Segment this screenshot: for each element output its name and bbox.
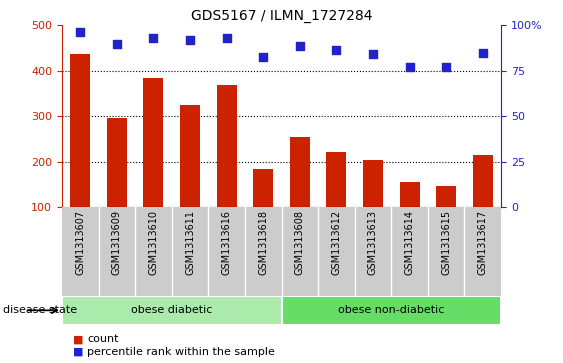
Text: GSM1313610: GSM1313610 <box>149 209 158 274</box>
Bar <box>282 296 501 325</box>
Text: GSM1313614: GSM1313614 <box>405 209 414 274</box>
Point <box>75 29 84 35</box>
Text: GSM1313615: GSM1313615 <box>441 209 451 275</box>
Point <box>478 50 487 56</box>
Point <box>185 37 195 43</box>
Point <box>112 41 122 46</box>
Text: count: count <box>87 334 119 344</box>
Text: ■: ■ <box>73 347 84 357</box>
Text: percentile rank within the sample: percentile rank within the sample <box>87 347 275 357</box>
Text: GSM1313609: GSM1313609 <box>112 209 122 274</box>
Point <box>368 51 377 57</box>
Point <box>222 35 231 41</box>
Text: GSM1313616: GSM1313616 <box>222 209 231 274</box>
Bar <box>400 182 419 207</box>
Text: disease state: disease state <box>3 305 77 315</box>
Title: GDS5167 / ILMN_1727284: GDS5167 / ILMN_1727284 <box>191 9 372 23</box>
Text: GSM1313608: GSM1313608 <box>295 209 305 274</box>
Text: GSM1313618: GSM1313618 <box>258 209 268 274</box>
Bar <box>180 105 200 207</box>
Bar <box>290 136 310 207</box>
Point <box>149 35 158 41</box>
Text: GSM1313611: GSM1313611 <box>185 209 195 274</box>
Point <box>332 48 341 53</box>
Text: ■: ■ <box>73 334 84 344</box>
Bar <box>70 54 90 207</box>
Point <box>405 64 414 70</box>
Bar <box>327 152 346 207</box>
Text: GSM1313613: GSM1313613 <box>368 209 378 274</box>
Bar <box>253 169 273 207</box>
Bar <box>144 78 163 207</box>
Text: GSM1313617: GSM1313617 <box>478 209 488 275</box>
Text: GSM1313612: GSM1313612 <box>332 209 341 275</box>
Bar <box>217 85 236 207</box>
Text: GSM1313607: GSM1313607 <box>75 209 85 275</box>
Point <box>442 64 451 70</box>
Bar <box>62 296 282 325</box>
Bar <box>107 118 127 207</box>
Bar <box>436 187 456 207</box>
Bar <box>363 160 383 207</box>
Point <box>258 54 268 60</box>
Text: obese diabetic: obese diabetic <box>131 305 212 315</box>
Text: obese non-diabetic: obese non-diabetic <box>338 305 444 315</box>
Bar <box>473 155 493 207</box>
Point <box>296 43 305 49</box>
